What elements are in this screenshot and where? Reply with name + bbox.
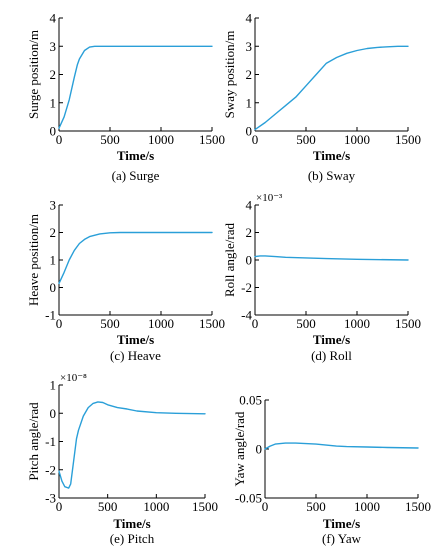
x-axis-label: Time/s	[313, 148, 350, 163]
chart-panel-2: 0 500 1000 1500 0 1 2 3 4 Time/s Sway position/m (b…	[222, 11, 421, 184]
x-tick-label: 0	[56, 499, 63, 514]
x-tick-label: 500	[296, 316, 316, 331]
series-line	[58, 45, 213, 129]
y-tick-label: 4	[246, 11, 253, 26]
y-tick-label: -2	[241, 280, 252, 295]
y-tick-label: -4	[241, 308, 252, 323]
y-tick-label: 2	[246, 67, 253, 82]
series-line	[254, 45, 409, 131]
x-tick-label: 0	[252, 316, 259, 331]
y-tick-label: -1	[45, 308, 56, 323]
panel-caption: (d) Roll	[311, 348, 352, 363]
y-axis-label: Yaw angle/rad	[232, 411, 247, 486]
x-tick-label: 500	[296, 132, 316, 147]
y-tick-label: 0	[50, 124, 57, 139]
y-tick-label: -2	[45, 462, 56, 477]
y-tick-label: 2	[50, 225, 57, 240]
x-tick-label: 1500	[199, 132, 225, 147]
panel-caption: (c) Heave	[110, 348, 161, 363]
y-tick-label: 4	[246, 198, 253, 213]
series-line	[58, 231, 213, 285]
x-axis-label: Time/s	[117, 148, 154, 163]
x-tick-label: 1000	[344, 132, 370, 147]
panel-caption: (f) Yaw	[322, 531, 362, 546]
x-tick-label: 1000	[143, 499, 169, 514]
x-tick-label: 1500	[395, 316, 421, 331]
x-tick-label: 1500	[405, 499, 431, 514]
y-axis-label: Roll angle/rad	[222, 223, 237, 298]
y-tick-label: 3	[50, 39, 57, 54]
x-tick-label: 1500	[395, 132, 421, 147]
chart-panel-1: 0 500 1000 1500 0 1 2 3 4 Time/s Surge position/m (…	[26, 11, 225, 184]
y-axis-label: Sway position/m	[222, 31, 237, 119]
y-tick-label: 0.05	[239, 393, 262, 408]
y-tick-label: 3	[50, 198, 57, 213]
x-axis-label: Time/s	[313, 332, 350, 347]
chart-panel-4: 0 500 1000 1500 -4 -2 0 2 4 ×10⁻³ Time/s Roll angle…	[222, 192, 421, 363]
x-axis-label: Time/s	[117, 332, 154, 347]
y-tick-label: 0	[246, 253, 253, 268]
x-tick-label: 500	[306, 499, 326, 514]
x-tick-label: 500	[98, 499, 118, 514]
series-line	[264, 442, 419, 450]
x-tick-label: 0	[56, 316, 63, 331]
panel-caption: (e) Pitch	[110, 531, 155, 546]
y-tick-label: 0	[246, 124, 253, 139]
y-tick-label: 2	[246, 225, 253, 240]
y-axis-label: Heave position/m	[26, 214, 41, 306]
series-line	[58, 401, 206, 489]
y-tick-label: 0	[50, 406, 57, 421]
x-tick-label: 1000	[354, 499, 380, 514]
y-tick-label: 1	[246, 95, 253, 110]
panel-caption: (a) Surge	[112, 168, 160, 183]
y-tick-label: 0	[256, 442, 263, 457]
y-axis-label: Surge position/m	[26, 30, 41, 119]
x-tick-label: 1000	[148, 316, 174, 331]
x-tick-label: 1500	[199, 316, 225, 331]
x-tick-label: 500	[100, 316, 120, 331]
x-tick-label: 1000	[344, 316, 370, 331]
y-tick-label: -0.05	[235, 491, 262, 506]
y-tick-label: 1	[50, 95, 57, 110]
axis-multiplier: ×10⁻⁸	[60, 372, 87, 384]
series-line	[254, 255, 409, 261]
y-tick-label: -1	[45, 434, 56, 449]
axis-multiplier: ×10⁻³	[256, 192, 283, 204]
y-tick-label: -3	[45, 491, 56, 506]
y-tick-label: 1	[50, 378, 57, 393]
x-axis-label: Time/s	[323, 516, 360, 531]
x-tick-label: 1500	[192, 499, 218, 514]
x-axis-label: Time/s	[113, 516, 150, 531]
x-tick-label: 0	[262, 499, 269, 514]
y-tick-label: 2	[50, 67, 57, 82]
x-tick-label: 1000	[148, 132, 174, 147]
y-tick-label: 4	[50, 11, 57, 26]
y-axis-label: Pitch angle/rad	[26, 402, 41, 481]
y-tick-label: 3	[246, 39, 253, 54]
y-tick-label: 1	[50, 253, 57, 268]
x-tick-label: 0	[56, 132, 63, 147]
x-tick-label: 0	[252, 132, 259, 147]
x-tick-label: 500	[100, 132, 120, 147]
y-tick-label: 0	[50, 280, 57, 295]
chart-panel-5: 0 500 1000 1500 -3 -2 -1 0 1 ×10⁻⁸ Time/s Pitch ang…	[26, 372, 218, 546]
panel-caption: (b) Sway	[308, 168, 356, 183]
